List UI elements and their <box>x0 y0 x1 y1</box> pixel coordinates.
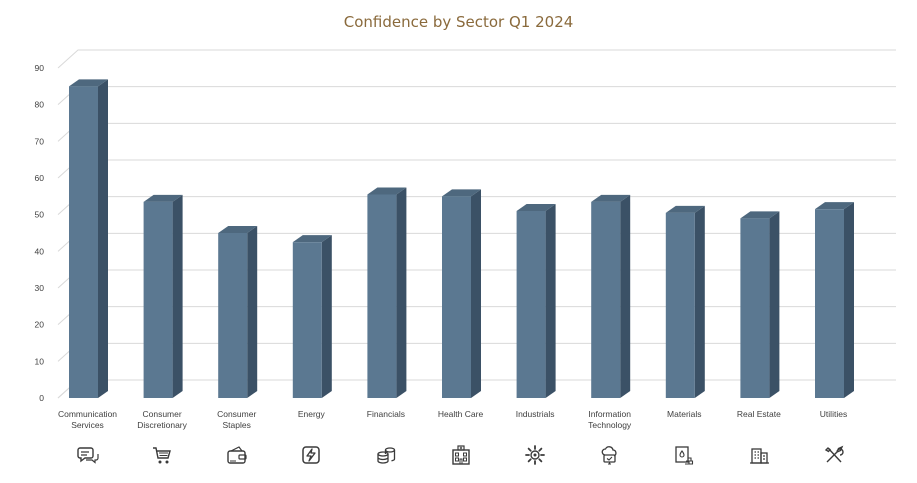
gridline <box>57 122 896 142</box>
bar-top <box>516 204 556 211</box>
y-tick-label: 30 <box>35 283 45 293</box>
wallet-icon <box>226 446 247 464</box>
bar-top <box>815 202 854 210</box>
x-tick-label: Industrials <box>497 409 573 420</box>
bar-top <box>218 226 258 233</box>
x-tick-label-line: Consumer <box>217 409 257 419</box>
x-tick-label-line: Energy <box>297 409 325 419</box>
x-tick-label: Consumer Staples <box>199 409 275 431</box>
bar <box>740 218 770 398</box>
y-tick-label: 50 <box>35 210 45 220</box>
x-tick-label: Materials <box>646 409 722 420</box>
energy-icon <box>302 446 321 464</box>
x-tick-label-line: Services <box>71 420 104 430</box>
y-tick-label: 10 <box>35 356 45 366</box>
bar-side <box>844 202 854 398</box>
bar-side <box>321 235 332 398</box>
x-tick-label-line: Discretionary <box>137 420 187 430</box>
x-tick-label: Communication Services <box>50 409 126 431</box>
tools-icon <box>824 445 844 463</box>
hospital-icon <box>451 445 470 465</box>
bar-side <box>396 187 407 398</box>
bar-side <box>694 205 705 398</box>
bar <box>292 242 322 398</box>
x-tick-label-line: Technology <box>588 420 632 430</box>
y-tick-label: 40 <box>35 246 45 256</box>
buildings-icon <box>749 448 769 464</box>
bar <box>442 196 471 398</box>
x-tick-label-line: Real Estate <box>736 409 781 419</box>
bar <box>143 201 173 398</box>
x-tick-label: Utilities <box>796 409 872 420</box>
bar-side <box>247 226 258 398</box>
bar-top <box>143 194 183 202</box>
bar <box>815 209 844 398</box>
bar-top <box>367 187 407 195</box>
bar <box>591 201 621 398</box>
coins-icon <box>377 447 396 464</box>
bar-top <box>69 79 108 87</box>
gridline <box>57 159 896 179</box>
x-tick-label-line: Staples <box>222 420 251 430</box>
x-tick-label-line: Utilities <box>819 409 848 419</box>
bar-side <box>769 211 780 398</box>
y-tick-label: 60 <box>35 173 45 183</box>
x-tick-label-line: Materials <box>667 409 702 419</box>
cloud-computer-icon <box>601 446 617 465</box>
x-tick-label: Financials <box>348 409 424 420</box>
x-tick-label-line: Communication <box>57 409 118 419</box>
bar <box>516 211 546 398</box>
x-tick-label: Real Estate <box>721 409 797 420</box>
bar-side <box>471 189 481 398</box>
y-tick-label: 70 <box>35 136 45 146</box>
x-tick-label-line: Industrials <box>515 409 555 419</box>
x-tick-label-line: Consumer <box>142 409 182 419</box>
x-tick-label-line: Information <box>588 409 631 419</box>
bar <box>218 233 248 398</box>
y-tick-label: 90 <box>35 63 45 73</box>
gridline <box>57 49 896 69</box>
x-tick-label: Energy <box>273 409 349 420</box>
x-tick-label: Information Technology <box>572 409 648 431</box>
bar <box>367 194 397 398</box>
chat-icon <box>76 447 99 464</box>
x-tick-label-line: Financials <box>366 409 406 419</box>
x-tick-label: Consumer Discretionary <box>124 409 200 431</box>
y-tick-label: 0 <box>39 393 44 403</box>
bar-side <box>620 194 631 398</box>
y-tick-label: 20 <box>35 320 45 330</box>
shopping-cart-icon <box>153 447 172 464</box>
chart-title: Confidence by Sector Q1 2024 <box>343 13 574 31</box>
bar-side <box>172 194 183 398</box>
bar-top <box>292 235 332 243</box>
bar <box>665 212 695 398</box>
bar-top <box>740 211 780 219</box>
bar-top <box>591 194 631 202</box>
x-tick-label: Health Care <box>423 409 499 420</box>
y-tick-label: 80 <box>35 100 45 110</box>
bar-side <box>545 204 556 398</box>
bar-side <box>98 79 108 398</box>
gridline <box>57 86 896 106</box>
x-tick-label-line: Health Care <box>437 409 484 419</box>
materials-icon <box>675 446 694 465</box>
bar-top <box>442 189 481 197</box>
bar <box>69 86 98 398</box>
gear-icon <box>525 445 545 465</box>
bar-top <box>665 205 705 213</box>
